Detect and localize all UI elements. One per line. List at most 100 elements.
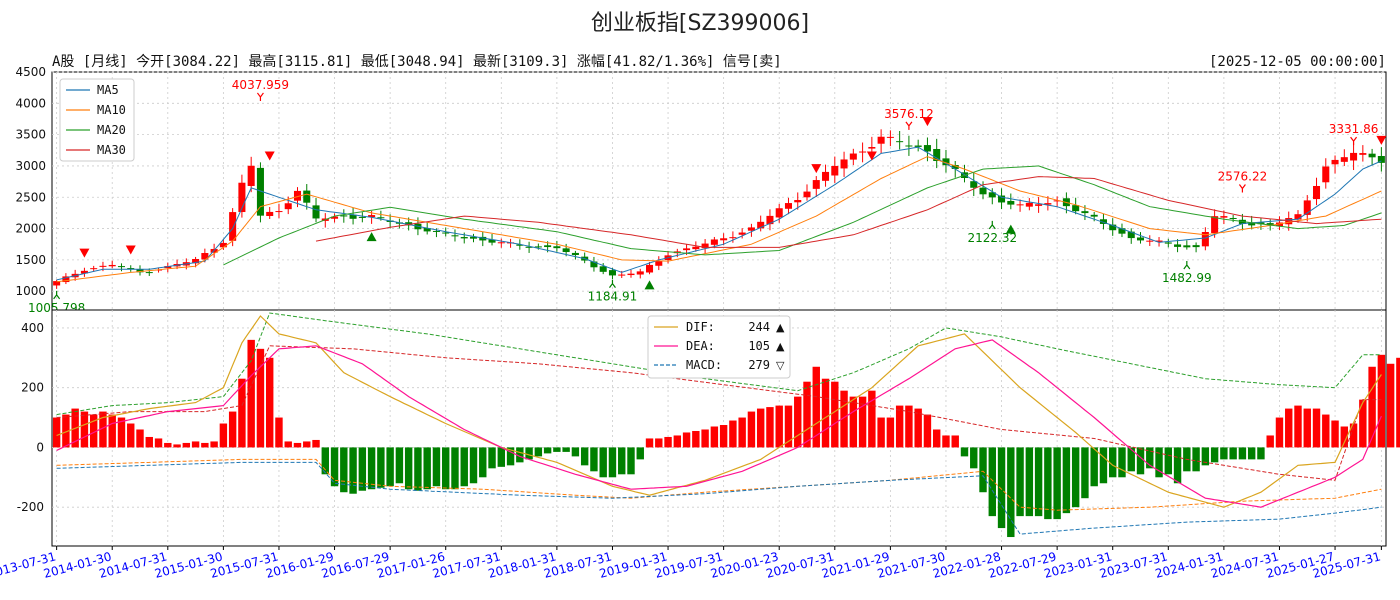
macd-bar xyxy=(238,378,246,448)
candle-body xyxy=(784,203,792,209)
macd-bar xyxy=(738,417,746,448)
annotation-arrow xyxy=(608,279,616,288)
macd-bar xyxy=(719,425,728,448)
candle-body xyxy=(99,265,107,267)
macd-bar xyxy=(636,447,644,460)
macd-legend-arrow: ▲ xyxy=(776,321,785,334)
macd-bar xyxy=(1229,447,1237,460)
macd-tick-label: 400 xyxy=(21,321,44,335)
macd-bar xyxy=(1368,366,1376,448)
candle-body xyxy=(803,191,811,198)
macd-bar xyxy=(99,411,107,448)
macd-bar xyxy=(673,435,682,448)
macd-bar xyxy=(80,411,89,448)
macd-bar xyxy=(692,430,700,448)
candle-body xyxy=(942,158,950,166)
candle-body xyxy=(1016,204,1024,206)
macd-bar xyxy=(1386,363,1395,448)
candle-body xyxy=(896,141,904,143)
macd-bar xyxy=(367,447,376,490)
macd-bar xyxy=(469,447,478,484)
macd-bar xyxy=(127,423,135,448)
candle-body xyxy=(53,281,61,286)
macd-legend: DIF: 244 ▲ DEA: 105 ▲ MACD: 279 ▽ xyxy=(647,315,791,379)
candle-body xyxy=(747,227,755,231)
candle-body xyxy=(692,246,700,250)
dea-envelope-line xyxy=(56,345,1382,481)
macd-bar xyxy=(831,381,839,448)
macd-legend-frame xyxy=(647,315,791,379)
macd-bar xyxy=(655,438,663,448)
macd-tick-label: -200 xyxy=(17,500,44,514)
macd-bar xyxy=(312,439,320,448)
macd-bar xyxy=(1007,447,1015,538)
candle-body xyxy=(488,239,496,243)
candle-body xyxy=(683,248,691,251)
macd-bar xyxy=(1062,447,1071,514)
macd-bar xyxy=(1044,447,1052,520)
candle-body xyxy=(951,165,959,169)
candle-body xyxy=(1136,237,1145,241)
macd-bar xyxy=(1201,447,1210,466)
candle-body xyxy=(432,230,440,232)
candle-body xyxy=(571,252,579,256)
candle-body xyxy=(544,245,552,248)
macd-bar xyxy=(1053,447,1061,520)
macd-bar xyxy=(1016,447,1024,517)
macd-bar xyxy=(1136,447,1145,475)
candle-body xyxy=(405,222,413,226)
price-tick-label: 1500 xyxy=(15,253,46,267)
candle-body xyxy=(1313,185,1321,200)
candle-body xyxy=(312,205,320,219)
price-frame xyxy=(51,71,1387,311)
macd-bar xyxy=(710,426,719,448)
macd-bar xyxy=(164,442,172,448)
candle-body xyxy=(349,214,357,219)
annotation-label: 3331.86 xyxy=(1329,122,1379,136)
candle-body xyxy=(627,273,635,276)
candle-body xyxy=(701,243,709,249)
macd-bar xyxy=(386,447,394,487)
macd-bar xyxy=(488,447,496,469)
macd-bar xyxy=(858,396,867,448)
macd-tick-label: 200 xyxy=(21,381,44,395)
macd-bar xyxy=(117,417,126,448)
macd-bar xyxy=(62,414,70,448)
macd-bar xyxy=(432,447,441,487)
macd-bar xyxy=(108,414,116,448)
macd-bar xyxy=(1071,447,1080,508)
macd-bar xyxy=(701,429,709,448)
candle-body xyxy=(1183,245,1191,248)
macd-bar xyxy=(1034,447,1043,517)
candle-body xyxy=(812,180,820,189)
candle-body xyxy=(914,145,922,147)
macd-bar xyxy=(1146,447,1154,469)
macd-bar xyxy=(627,447,635,475)
macd-bar xyxy=(414,447,422,491)
macd-bar xyxy=(173,444,181,448)
macd-bar xyxy=(377,447,385,488)
macd-legend-value: 244 xyxy=(748,320,770,334)
macd-legend-name: DEA: xyxy=(686,339,715,353)
candle-body xyxy=(1072,205,1080,212)
extreme-annotation: 2576.22 xyxy=(1218,169,1267,193)
candle-body xyxy=(1007,200,1015,205)
macd-bar xyxy=(1099,447,1108,484)
macd-bar xyxy=(590,447,598,472)
macd-bar xyxy=(868,390,876,448)
macd-bar xyxy=(979,447,987,493)
macd-legend-value: 279 xyxy=(748,358,770,372)
macd-bar xyxy=(228,411,237,448)
candle-body xyxy=(1368,153,1376,158)
dea-floor-line xyxy=(56,461,1382,535)
candle-body xyxy=(136,269,144,273)
candle-body xyxy=(1174,244,1182,247)
macd-legend-value: 105 xyxy=(748,339,770,353)
candle-body xyxy=(868,147,876,149)
macd-bar xyxy=(1220,447,1228,460)
candle-body xyxy=(469,236,478,239)
macd-bar xyxy=(1238,447,1247,460)
macd-bar xyxy=(840,390,848,448)
price-tick-label: 1000 xyxy=(15,284,46,298)
annotation-arrow xyxy=(1183,260,1191,270)
